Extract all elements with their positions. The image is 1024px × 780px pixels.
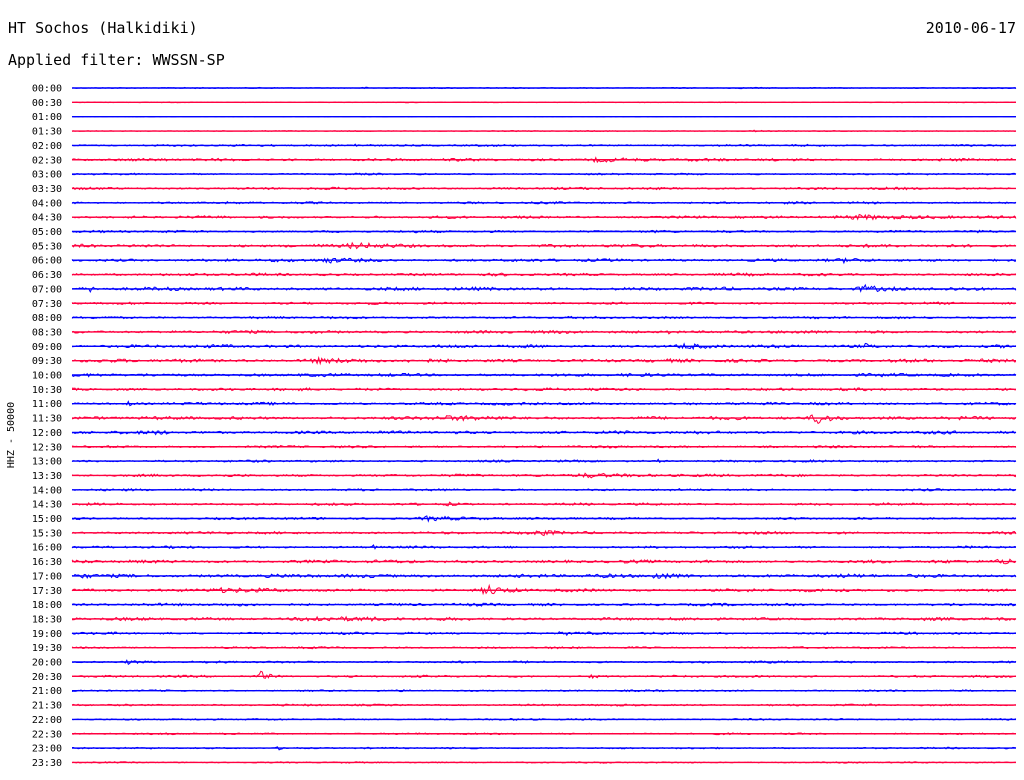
row-label-0030: 00:30 xyxy=(32,98,62,109)
row-label-0600: 06:00 xyxy=(32,256,62,267)
record-date: 2010-06-17 xyxy=(925,19,1016,37)
row-label-2130: 21:30 xyxy=(32,701,62,712)
row-label-1630: 16:30 xyxy=(32,557,62,568)
row-label-1300: 13:00 xyxy=(32,457,62,468)
row-label-1330: 13:30 xyxy=(32,471,62,482)
row-label-0400: 04:00 xyxy=(32,198,62,209)
trace-row-2030 xyxy=(71,670,1017,680)
station-title: HT Sochos (Halkidiki) xyxy=(8,19,198,37)
row-label-2100: 21:00 xyxy=(32,686,62,697)
row-label-0200: 02:00 xyxy=(32,141,62,152)
row-label-0430: 04:30 xyxy=(32,213,62,224)
row-label-1400: 14:00 xyxy=(32,485,62,496)
trace-row-1130 xyxy=(71,414,1017,425)
row-label-1000: 10:00 xyxy=(32,371,62,382)
row-label-1800: 18:00 xyxy=(32,600,62,611)
row-label-0500: 05:00 xyxy=(32,227,62,238)
row-label-2300: 23:00 xyxy=(32,744,62,755)
row-label-1600: 16:00 xyxy=(32,543,62,554)
row-labels: 00:00 00:30 01:00 01:30 02:00 02:30 03:00 03:30… xyxy=(32,84,62,769)
row-label-0730: 07:30 xyxy=(32,299,62,310)
row-label-0000: 00:00 xyxy=(32,84,62,95)
row-label-0230: 02:30 xyxy=(32,155,62,166)
row-label-1130: 11:30 xyxy=(32,414,62,425)
row-label-2030: 20:30 xyxy=(32,672,62,683)
row-label-0300: 03:00 xyxy=(32,170,62,181)
row-label-0630: 06:30 xyxy=(32,270,62,281)
row-label-1030: 10:30 xyxy=(32,385,62,396)
row-label-2330: 23:30 xyxy=(32,758,62,769)
filter-label: Applied filter: WWSSN-SP xyxy=(8,51,225,69)
row-label-1200: 12:00 xyxy=(32,428,62,439)
row-label-2000: 20:00 xyxy=(32,658,62,669)
row-label-1530: 15:30 xyxy=(32,528,62,539)
trace-rows xyxy=(71,86,1017,764)
row-label-0330: 03:30 xyxy=(32,184,62,195)
row-label-1700: 17:00 xyxy=(32,571,62,582)
row-label-0830: 08:30 xyxy=(32,327,62,338)
row-label-0800: 08:00 xyxy=(32,313,62,324)
row-label-2230: 22:30 xyxy=(32,729,62,740)
row-label-1730: 17:30 xyxy=(32,586,62,597)
row-label-1430: 14:30 xyxy=(32,500,62,511)
row-label-1930: 19:30 xyxy=(32,643,62,654)
row-label-0700: 07:00 xyxy=(32,284,62,295)
row-label-2200: 22:00 xyxy=(32,715,62,726)
row-label-0130: 01:30 xyxy=(32,127,62,138)
row-label-0930: 09:30 xyxy=(32,356,62,367)
row-label-1230: 12:30 xyxy=(32,442,62,453)
row-label-1100: 11:00 xyxy=(32,399,62,410)
row-label-0530: 05:30 xyxy=(32,241,62,252)
row-label-0900: 09:00 xyxy=(32,342,62,353)
row-label-0100: 01:00 xyxy=(32,112,62,123)
row-label-1500: 15:00 xyxy=(32,514,62,525)
row-label-1830: 18:30 xyxy=(32,614,62,625)
row-label-1900: 19:00 xyxy=(32,629,62,640)
